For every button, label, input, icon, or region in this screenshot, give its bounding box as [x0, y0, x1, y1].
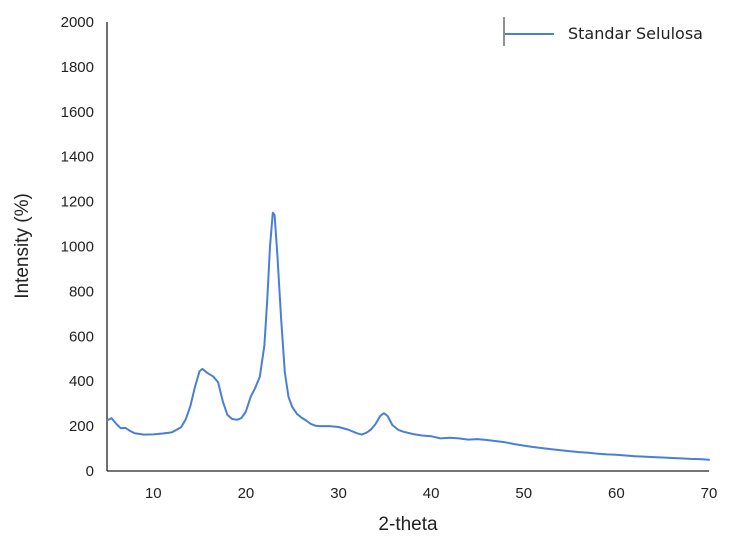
x-tick-label: 60: [608, 485, 625, 502]
y-tick-label: 600: [69, 328, 94, 345]
x-tick-label: 20: [238, 485, 255, 502]
series-line-standar-selulosa: [106, 211, 710, 461]
y-tick-label: 400: [69, 373, 94, 390]
y-tick-label: 1800: [61, 59, 94, 76]
y-tick-label: 0: [86, 463, 94, 480]
y-tick-label: 1000: [61, 239, 94, 256]
y-tick-label: 2000: [61, 14, 94, 31]
y-tick-label: 1200: [61, 194, 94, 211]
x-axis-title: 2-theta: [378, 514, 438, 535]
axes: [106, 22, 709, 472]
x-ticks: 10 20 30 40 50 60 70: [145, 485, 717, 502]
x-tick-label: 40: [423, 485, 440, 502]
y-tick-label: 1400: [61, 149, 94, 166]
x-tick-label: 10: [145, 485, 162, 502]
x-tick-label: 70: [701, 485, 718, 502]
y-ticks: 0 200 400 600 800 1000 1200 1400 1600 1800 2000: [61, 14, 94, 480]
y-axis-title: Intensity (%): [12, 193, 33, 299]
x-tick-label: 50: [515, 485, 532, 502]
y-tick-label: 1600: [61, 104, 94, 121]
x-tick-label: 30: [330, 485, 347, 502]
legend-label: Standar Selulosa: [568, 24, 703, 43]
y-tick-label: 200: [69, 418, 94, 435]
legend: Standar Selulosa: [503, 17, 703, 46]
y-tick-label: 800: [69, 283, 94, 300]
